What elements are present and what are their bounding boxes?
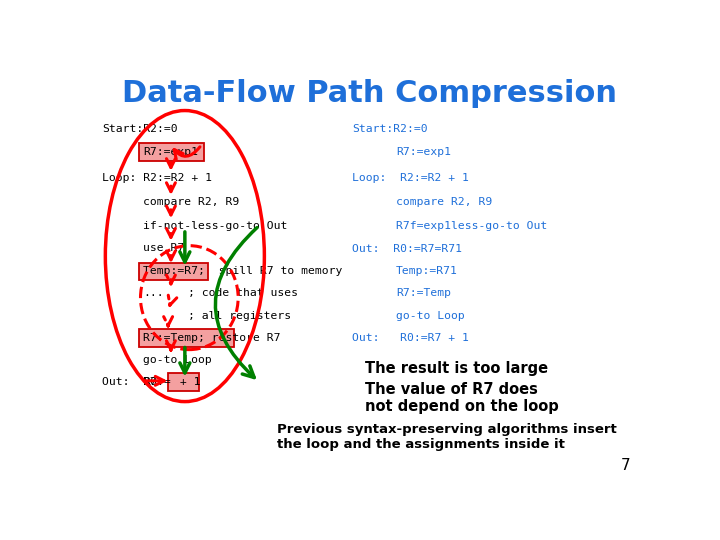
Text: Temp:=R71: Temp:=R71 xyxy=(396,266,458,276)
Text: compare R2, R9: compare R2, R9 xyxy=(143,197,239,207)
Text: not depend on the loop: not depend on the loop xyxy=(364,399,558,414)
Text: Previous syntax-preserving algorithms insert: Previous syntax-preserving algorithms in… xyxy=(277,423,617,436)
Text: Out:  R0:=R7=R71: Out: R0:=R7=R71 xyxy=(352,245,462,254)
Text: The result is too large: The result is too large xyxy=(364,361,548,376)
Text: go-to Loop: go-to Loop xyxy=(396,310,464,321)
Text: R7:=exp1: R7:=exp1 xyxy=(143,147,198,157)
Text: Out:  R0:=: Out: R0:= xyxy=(102,377,171,387)
Text: use R7: use R7 xyxy=(143,243,184,253)
Text: Data-Flow Path Compression: Data-Flow Path Compression xyxy=(122,79,616,109)
Text: Loop: R2:=R2 + 1: Loop: R2:=R2 + 1 xyxy=(102,173,212,183)
Text: go-to Loop: go-to Loop xyxy=(143,355,212,365)
Text: the loop and the assignments inside it: the loop and the assignments inside it xyxy=(277,437,564,451)
Text: if-not-less-go-to Out: if-not-less-go-to Out xyxy=(143,221,287,231)
Text: Start:R2:=0: Start:R2:=0 xyxy=(352,124,428,134)
Text: Start:R2:=0: Start:R2:=0 xyxy=(102,124,178,134)
FancyBboxPatch shape xyxy=(138,144,204,161)
Text: R7: R7 xyxy=(143,377,157,387)
FancyBboxPatch shape xyxy=(138,329,234,347)
Text: 7: 7 xyxy=(621,458,630,473)
FancyBboxPatch shape xyxy=(138,263,208,280)
Text: compare R2, R9: compare R2, R9 xyxy=(396,197,492,207)
Text: R7:=Temp: R7:=Temp xyxy=(396,288,451,299)
Text: ; all registers: ; all registers xyxy=(188,310,291,321)
Text: Loop:  R2:=R2 + 1: Loop: R2:=R2 + 1 xyxy=(352,173,469,183)
Text: Temp:=R7;  spill R7 to memory: Temp:=R7; spill R7 to memory xyxy=(143,266,343,276)
Text: Out:   R0:=R7 + 1: Out: R0:=R7 + 1 xyxy=(352,333,469,343)
FancyBboxPatch shape xyxy=(168,373,199,391)
Text: R7:=exp1: R7:=exp1 xyxy=(396,147,451,157)
Text: + 1: + 1 xyxy=(173,377,200,387)
Text: The value of R7 does: The value of R7 does xyxy=(364,382,537,396)
Text: ; code that uses: ; code that uses xyxy=(188,288,297,299)
Text: R7f=exp1less-go-to Out: R7f=exp1less-go-to Out xyxy=(396,221,547,231)
Text: R7:=Temp; restore R7: R7:=Temp; restore R7 xyxy=(143,333,281,343)
Text: ...: ... xyxy=(143,288,163,299)
